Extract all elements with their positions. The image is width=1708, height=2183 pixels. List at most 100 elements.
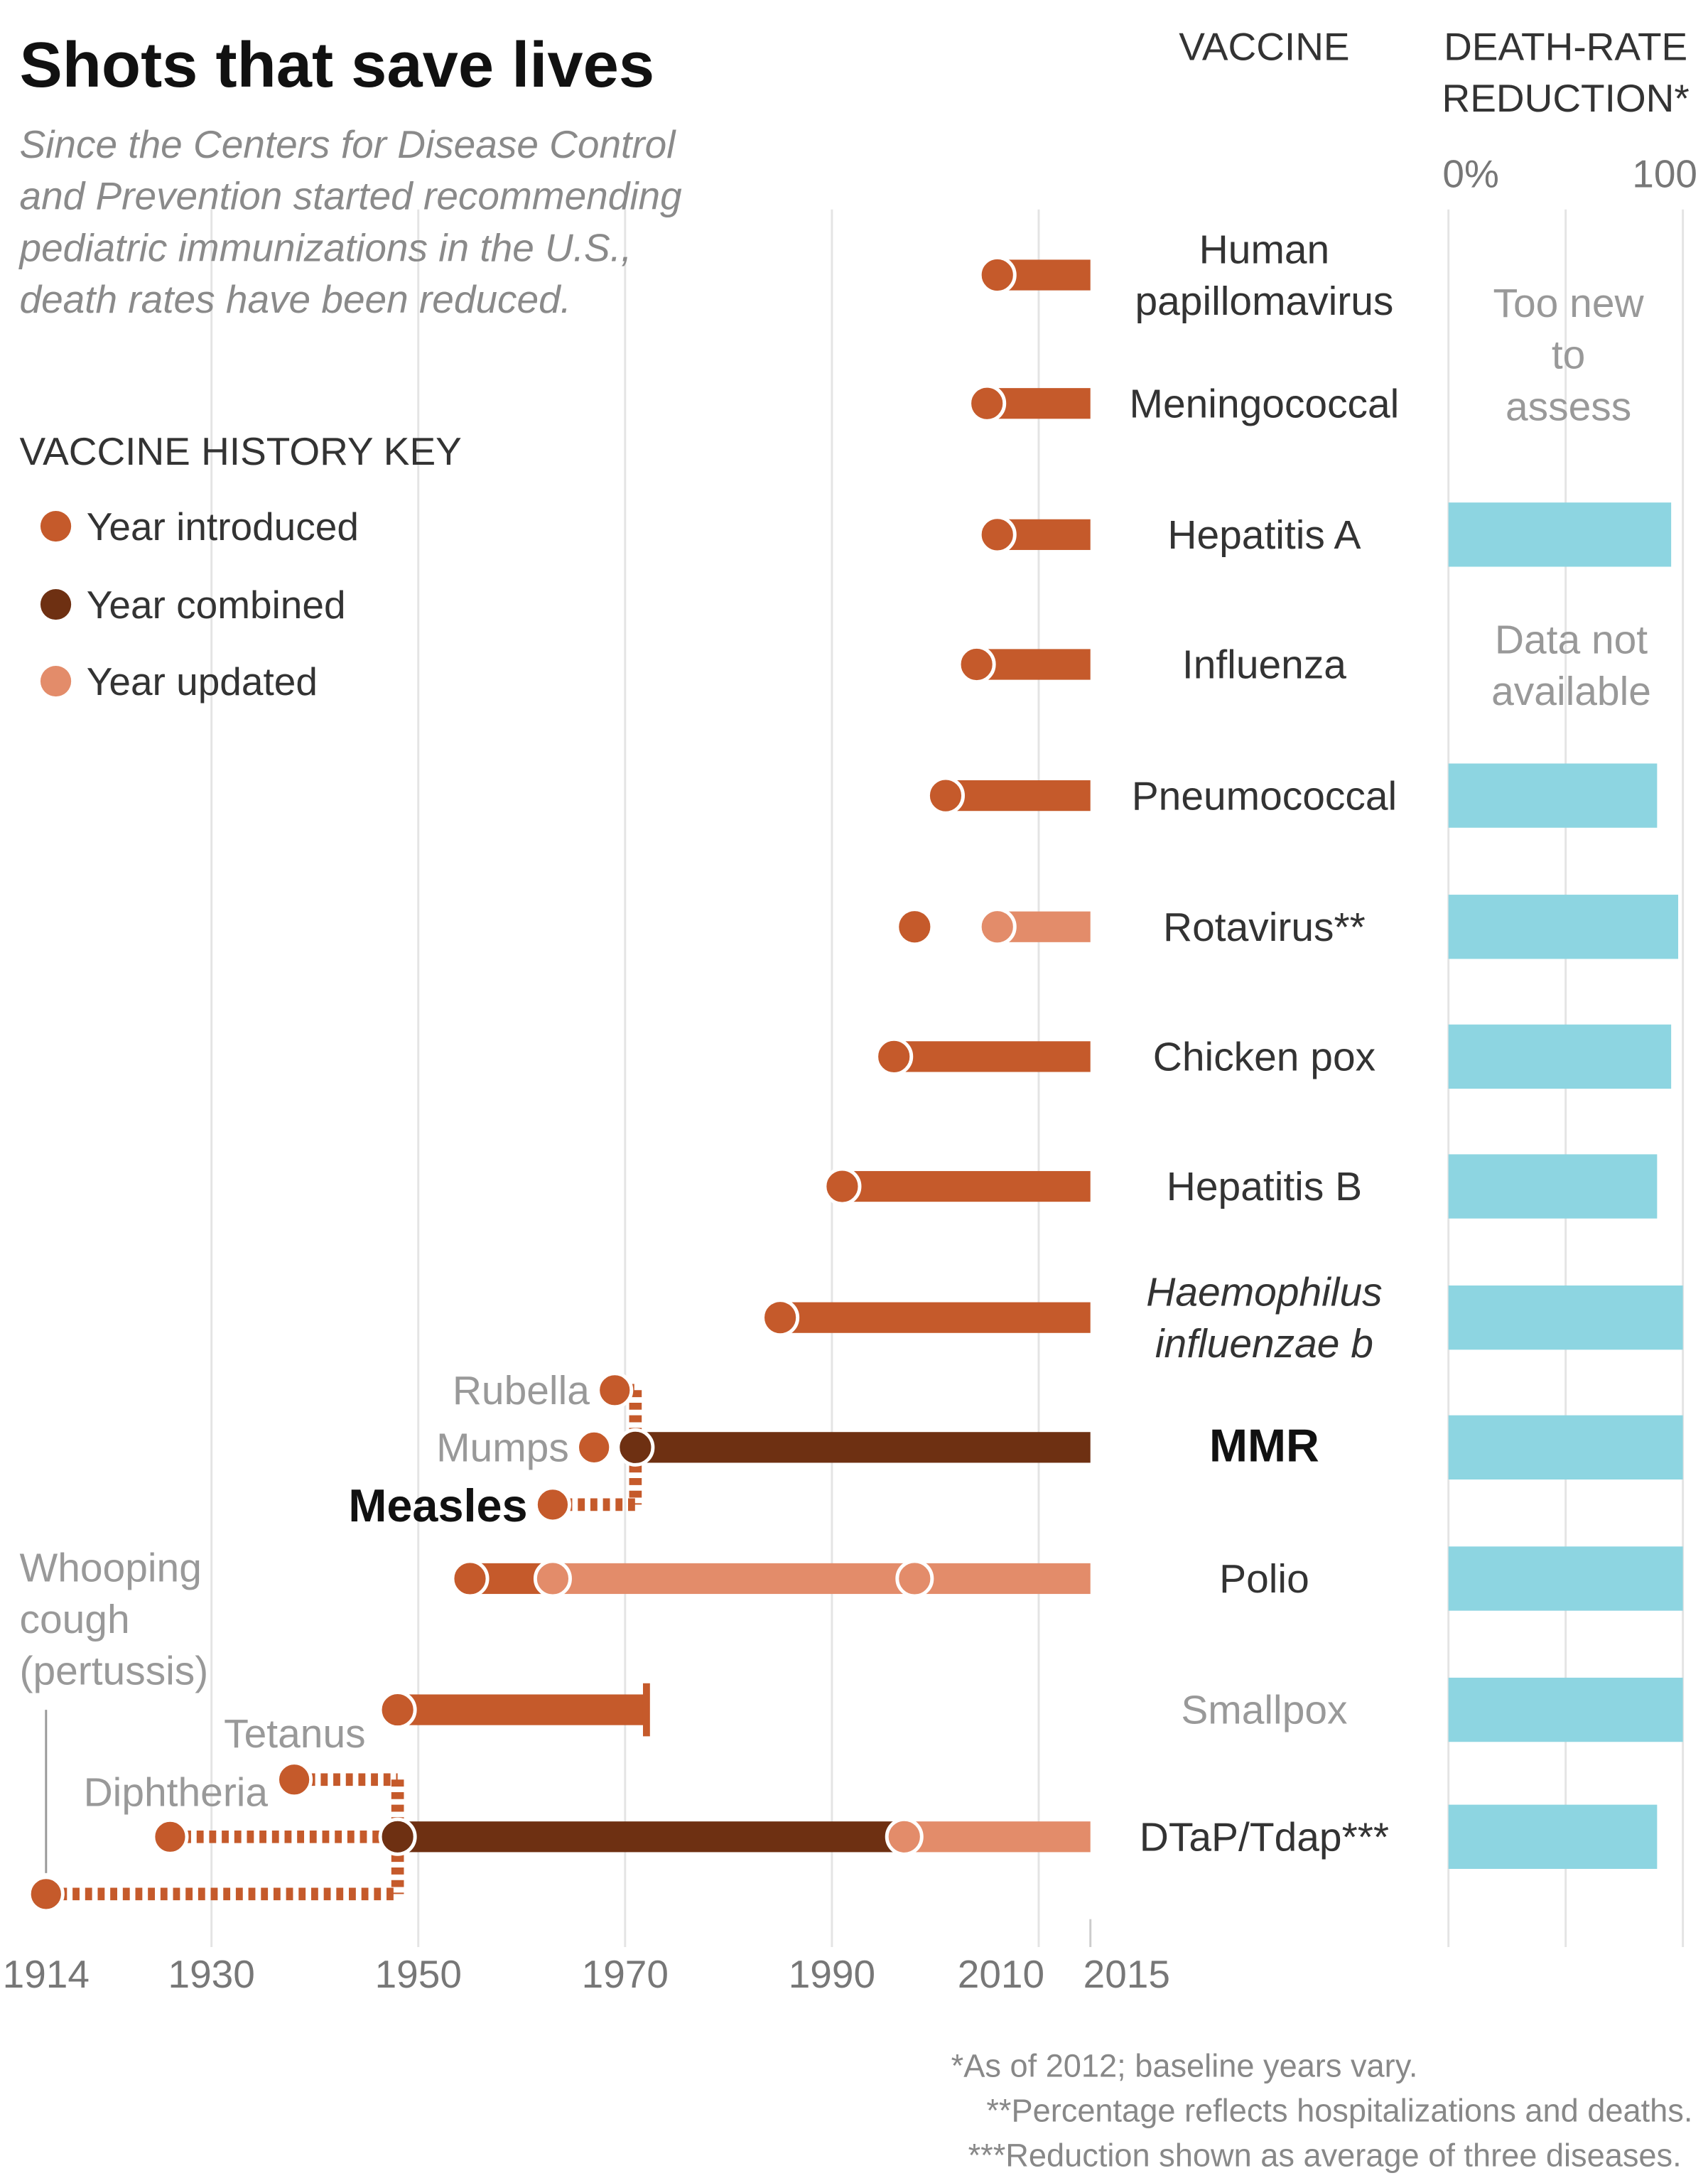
x-tick-label: 1930	[168, 1952, 255, 1996]
timeline-bar-updated	[904, 1821, 1091, 1853]
x-tick-label: 1990	[789, 1952, 875, 1996]
vaccine-labels: Human papillomavirus Meningococcal Hepatiti…	[19, 227, 1399, 1860]
not-available-note: Data not available	[1491, 617, 1651, 714]
vaccine-label: DTaP/Tdap***	[1140, 1814, 1389, 1860]
vaccine-label: Pneumococcal	[1132, 773, 1397, 819]
vaccine-label: influenzae b	[1155, 1321, 1373, 1367]
timeline-bar-combined	[397, 1821, 904, 1853]
timeline-marks	[27, 256, 1683, 1913]
footnotes: *As of 2012; baseline years vary. **Perc…	[951, 2048, 1693, 2174]
x-tick-label: 1950	[375, 1952, 462, 1996]
component-label: Measles	[348, 1479, 527, 1531]
reduction-bar	[1448, 1285, 1683, 1350]
note-text: to	[1552, 333, 1586, 378]
dot-combined	[378, 1817, 417, 1856]
dot-introduced	[276, 1761, 313, 1799]
dot-introduced	[761, 1298, 800, 1337]
legend-dot-updated	[40, 665, 72, 697]
vaccine-label: Chicken pox	[1153, 1035, 1375, 1080]
reduction-bar	[1448, 1024, 1672, 1089]
subtitle: Since the Centers for Disease Control an…	[18, 122, 682, 321]
gridlines	[210, 209, 1685, 1947]
x-tick-label: 2015	[1083, 1952, 1170, 1996]
note-text: Data not	[1495, 617, 1648, 662]
component-label: cough	[19, 1597, 129, 1642]
vaccine-label: papillomavirus	[1135, 279, 1393, 324]
dot-introduced	[978, 256, 1017, 295]
footnote: **Percentage reflects hospitalizations a…	[986, 2092, 1692, 2128]
legend-dot-introduced	[40, 510, 72, 542]
dot-introduced	[534, 1486, 571, 1524]
footnote: ***Reduction shown as average of three d…	[968, 2137, 1682, 2173]
reduction-bar	[1448, 1677, 1683, 1742]
dot-introduced	[575, 1428, 613, 1466]
x-tick-label: 1970	[582, 1952, 669, 1996]
subtitle-line: Since the Centers for Disease Control	[19, 122, 676, 166]
dot-introduced	[151, 1818, 189, 1855]
dot-combined	[616, 1428, 655, 1467]
timeline-bar-updated	[552, 1563, 1091, 1595]
legend-label: Year introduced	[87, 505, 359, 549]
reduction-tick-label: 100	[1632, 151, 1697, 195]
x-tick-label: 1914	[3, 1952, 90, 1996]
death-rate-header: DEATH-RATE	[1444, 25, 1687, 69]
x-tick-label: 2010	[958, 1952, 1044, 1996]
note-text: Too new	[1493, 281, 1645, 326]
vaccine-label: Meningococcal	[1130, 381, 1400, 426]
vaccine-label: Hepatitis B	[1167, 1164, 1362, 1209]
dot-introduced	[596, 1371, 634, 1409]
reduction-bar	[1448, 1804, 1658, 1869]
timeline-bar-introduced	[894, 1041, 1091, 1072]
too-new-note: Too new to assess	[1493, 281, 1645, 429]
dot-introduced	[926, 776, 965, 815]
timeline-bar-introduced	[945, 780, 1091, 812]
dot-introduced	[27, 1875, 65, 1913]
dot-introduced	[450, 1559, 490, 1598]
chart-title: Shots that save lives	[19, 29, 654, 101]
timeline-bar-introduced	[780, 1302, 1091, 1333]
reduction-bar	[1448, 1546, 1683, 1611]
reduction-bar	[1448, 895, 1679, 959]
vaccine-label: MMR	[1209, 1419, 1319, 1471]
dot-introduced	[895, 907, 934, 947]
reduction-bar	[1448, 1415, 1683, 1480]
timeline-bar-combined	[635, 1432, 1091, 1463]
dot-introduced	[978, 515, 1017, 554]
dot-updated	[533, 1559, 572, 1598]
end-cap	[642, 1683, 650, 1737]
legend: VACCINE HISTORY KEY Year introduced Year…	[19, 429, 461, 704]
dot-introduced	[968, 384, 1007, 423]
vaccine-label: Haemophilus	[1146, 1269, 1382, 1315]
legend-title: VACCINE HISTORY KEY	[19, 429, 461, 473]
footnote: *As of 2012; baseline years vary.	[951, 2048, 1418, 2084]
dot-introduced	[957, 645, 996, 684]
vaccine-label: Rotavirus**	[1163, 905, 1366, 950]
vaccine-label: Hepatitis A	[1167, 512, 1361, 558]
vaccine-label: Smallpox	[1181, 1688, 1347, 1733]
component-label: Rubella	[453, 1368, 590, 1413]
vaccine-column-header: VACCINE	[1179, 25, 1349, 69]
timeline-bar-introduced	[842, 1170, 1091, 1202]
vaccine-label: Influenza	[1182, 642, 1346, 688]
death-rate-header: REDUCTION*	[1442, 76, 1690, 120]
vaccine-label: Polio	[1219, 1556, 1309, 1602]
dot-introduced	[378, 1691, 417, 1730]
x-axis: 1914 1930 1950 1970 1990 2010 2015	[3, 1952, 1170, 1996]
subtitle-line: pediatric immunizations in the U.S.,	[18, 225, 632, 269]
dot-introduced	[875, 1037, 914, 1076]
dot-updated	[895, 1559, 934, 1598]
reduction-bar	[1448, 502, 1672, 567]
note-text: available	[1491, 669, 1651, 714]
reduction-tick-label: 0%	[1442, 151, 1498, 195]
component-label: Mumps	[436, 1425, 569, 1470]
vaccine-label: Human	[1199, 227, 1330, 272]
subtitle-line: death rates have been reduced.	[19, 277, 571, 321]
dot-updated	[885, 1817, 924, 1856]
reduction-bar	[1448, 763, 1658, 828]
subtitle-line: and Prevention started recommending	[19, 174, 682, 218]
component-label: Diphtheria	[84, 1770, 269, 1816]
timeline-bar-introduced	[397, 1694, 646, 1725]
component-label: (pertussis)	[19, 1649, 208, 1694]
legend-dot-combined	[40, 588, 72, 620]
